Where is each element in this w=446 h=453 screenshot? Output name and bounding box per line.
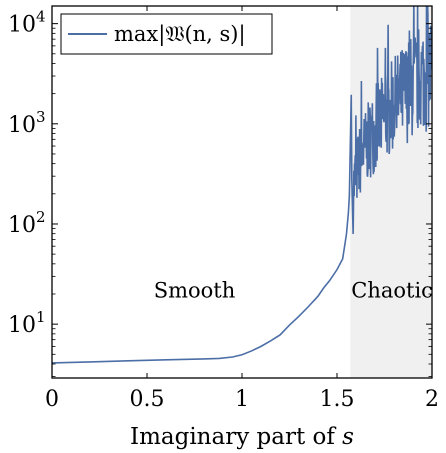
x-tick-label: 1.5 bbox=[320, 387, 355, 412]
x-axis-title-prefix: Imaginary part of bbox=[130, 424, 342, 450]
y-tick-label: 101 bbox=[8, 308, 46, 338]
y-tick-label-base: 10 bbox=[8, 213, 36, 238]
x-tick-label: 0.5 bbox=[130, 387, 165, 412]
legend-entry: max|𝔚(n, s)| bbox=[114, 22, 246, 47]
y-tick-label: 104 bbox=[8, 8, 46, 38]
y-tick-label-exp: 3 bbox=[36, 108, 46, 126]
y-tick-label-exp: 4 bbox=[36, 8, 46, 26]
y-tick-label: 102 bbox=[8, 208, 46, 238]
annotation-chaotic: Chaotic bbox=[351, 279, 433, 303]
y-tick-label: 103 bbox=[8, 108, 46, 138]
ticks-group bbox=[51, 6, 433, 378]
series-line bbox=[52, 6, 432, 364]
series-group bbox=[52, 6, 432, 364]
y-tick-label-exp: 1 bbox=[36, 308, 46, 326]
y-tick-label-base: 10 bbox=[8, 113, 36, 138]
y-tick-label-base: 10 bbox=[8, 13, 36, 38]
x-axis-title: Imaginary part of s bbox=[130, 424, 354, 450]
x-axis-title-var: s bbox=[342, 424, 354, 450]
legend: max|𝔚(n, s)| bbox=[60, 13, 273, 55]
x-tick-label: 2 bbox=[425, 387, 439, 412]
x-tick-label: 0 bbox=[45, 387, 59, 412]
x-tick-label: 1 bbox=[235, 387, 249, 412]
annotation-smooth: Smooth bbox=[154, 279, 236, 303]
y-tick-label-exp: 2 bbox=[36, 208, 46, 226]
y-tick-label-base: 10 bbox=[8, 313, 36, 338]
